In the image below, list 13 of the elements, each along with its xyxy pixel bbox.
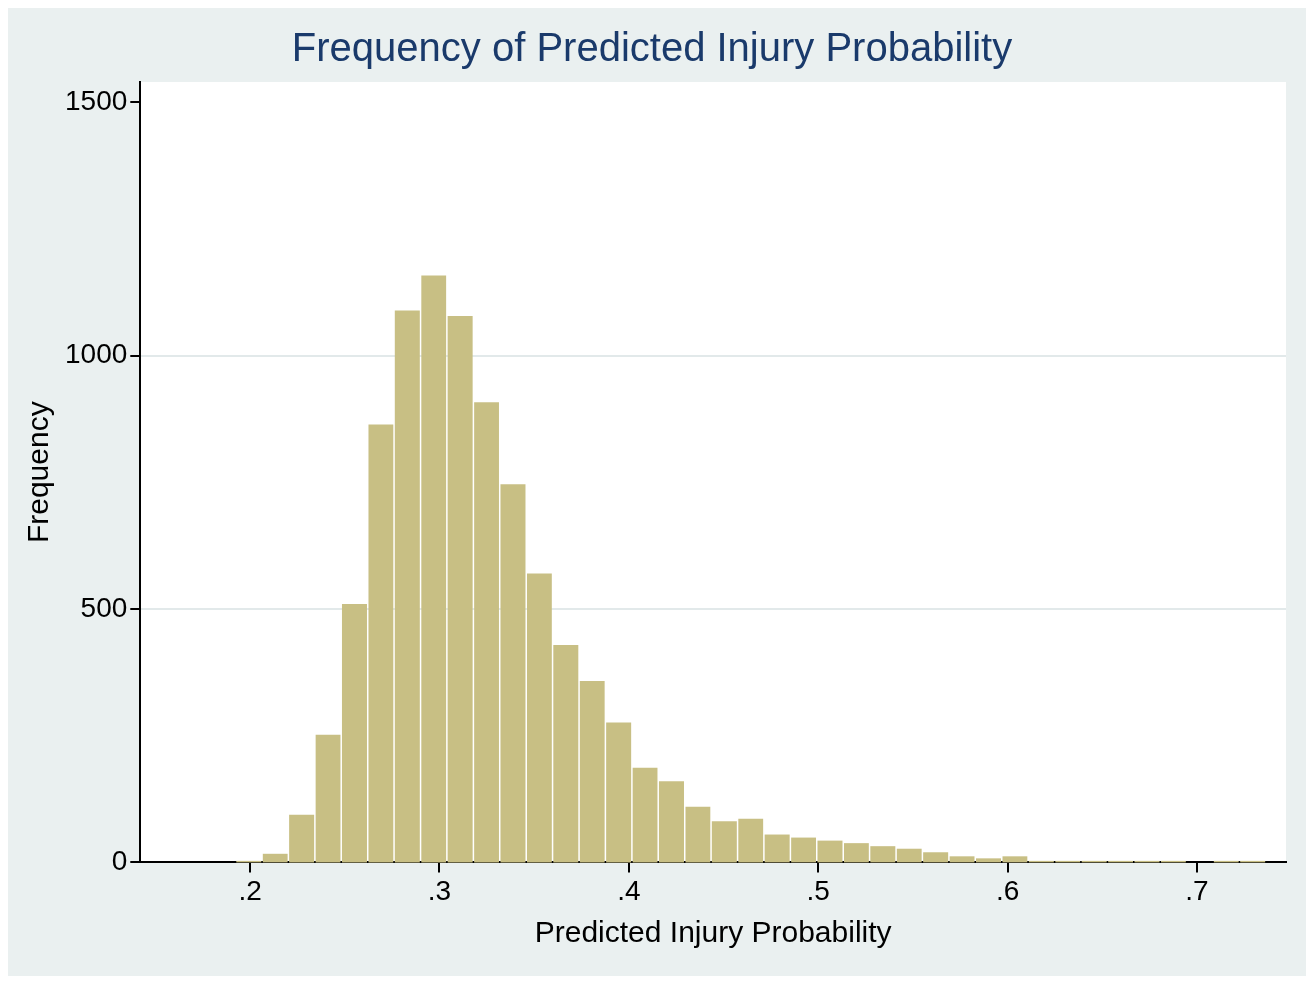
- x-tick-label: .2: [238, 874, 262, 906]
- y-tick-label: 0: [111, 845, 128, 877]
- y-tick-label: 1500: [64, 84, 128, 116]
- chart-title: Frequency of Predicted Injury Probability: [291, 25, 1013, 70]
- y-tick-label: 500: [80, 591, 128, 623]
- x-tick-label: .3: [427, 874, 452, 906]
- y-axis-title: Frequency: [21, 401, 55, 544]
- x-tick-label: .6: [995, 874, 1020, 906]
- y-tick-label: 1000: [64, 338, 128, 370]
- x-tick-label: .5: [806, 874, 830, 906]
- x-axis-title: Predicted Injury Probability: [534, 915, 892, 949]
- x-tick-label: .7: [1185, 874, 1209, 906]
- x-tick-label: .4: [617, 874, 641, 906]
